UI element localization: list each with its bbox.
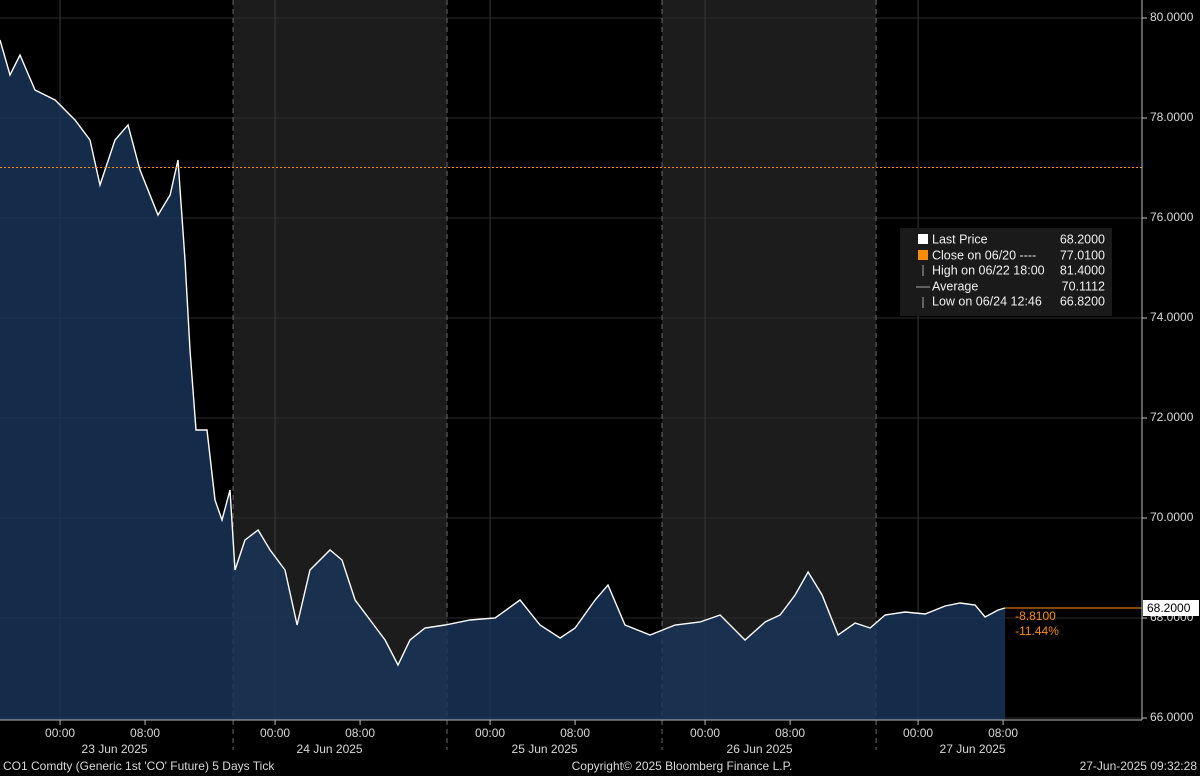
- price-area: [0, 40, 1006, 720]
- session-shade: [662, 0, 877, 720]
- x-tick-label: 00:00: [475, 726, 505, 740]
- x-tick-label: 00:00: [45, 726, 75, 740]
- legend-value: 70.1112: [1062, 279, 1105, 293]
- change-label: -8.8100: [1015, 609, 1056, 623]
- day-label: 24 Jun 2025: [297, 742, 363, 756]
- last-price-box: [1143, 600, 1199, 616]
- y-tick-label: 66.0000: [1150, 710, 1194, 724]
- price-line: [0, 39, 1006, 667]
- y-tick-label: 76.0000: [1150, 210, 1194, 224]
- y-tick-label: 74.0000: [1150, 310, 1194, 324]
- x-tick-label: 00:00: [690, 726, 720, 740]
- x-tick-label: 08:00: [775, 726, 805, 740]
- legend-label: Average: [932, 279, 978, 293]
- legend-label: Low on 06/24 12:46: [932, 294, 1042, 308]
- legend-swatch: [918, 234, 928, 244]
- change-label: -11.44%: [1015, 624, 1059, 638]
- footer-right: 27-Jun-2025 09:32:28: [1080, 759, 1198, 773]
- plot-area: [0, 0, 1142, 750]
- day-label: 25 Jun 2025: [512, 742, 578, 756]
- day-label: 27 Jun 2025: [940, 742, 1006, 756]
- x-tick-label: 08:00: [560, 726, 590, 740]
- y-tick-label: 78.0000: [1150, 110, 1194, 124]
- day-label: 26 Jun 2025: [727, 742, 793, 756]
- last-price-label: 68.2000: [1147, 601, 1191, 615]
- legend-box: [900, 228, 1112, 316]
- y-tick-label: 80.0000: [1150, 10, 1194, 24]
- legend-value: 66.8200: [1060, 294, 1105, 308]
- y-tick-label: 72.0000: [1150, 410, 1194, 424]
- y-tick-label: 70.0000: [1150, 510, 1194, 524]
- x-tick-label: 00:00: [260, 726, 290, 740]
- legend-label: High on 06/22 18:00: [932, 263, 1045, 277]
- legend-swatch: [918, 250, 928, 260]
- x-tick-label: 00:00: [903, 726, 933, 740]
- x-tick-label: 08:00: [130, 726, 160, 740]
- footer-center: Copyright© 2025 Bloomberg Finance L.P.: [572, 759, 793, 773]
- legend-value: 77.0100: [1060, 248, 1105, 262]
- day-label: 23 Jun 2025: [82, 742, 148, 756]
- x-tick-label: 08:00: [345, 726, 375, 740]
- x-tick-label: 08:00: [988, 726, 1018, 740]
- legend-label: Close on 06/20 ----: [932, 248, 1036, 262]
- legend-value: 68.2000: [1060, 232, 1105, 246]
- footer-left: CO1 Comdty (Generic 1st 'CO' Future) 5 D…: [3, 759, 275, 773]
- legend: Last Price 68.2000 Close on 06/20 ---- 7…: [900, 228, 1112, 316]
- legend-label: Last Price: [932, 232, 988, 246]
- legend-value: 81.4000: [1060, 263, 1105, 277]
